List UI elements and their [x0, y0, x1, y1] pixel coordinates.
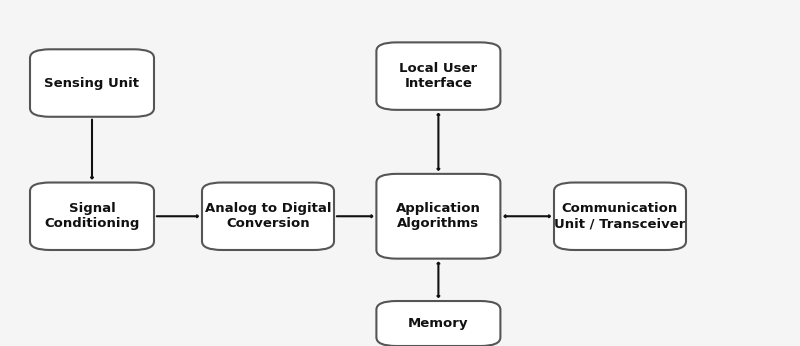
- FancyBboxPatch shape: [554, 183, 686, 250]
- FancyBboxPatch shape: [377, 301, 501, 346]
- Text: Communication
Unit / Transceiver: Communication Unit / Transceiver: [554, 202, 686, 230]
- FancyBboxPatch shape: [30, 49, 154, 117]
- FancyBboxPatch shape: [30, 183, 154, 250]
- Text: Analog to Digital
Conversion: Analog to Digital Conversion: [205, 202, 331, 230]
- FancyBboxPatch shape: [202, 183, 334, 250]
- FancyBboxPatch shape: [377, 174, 501, 259]
- Text: Signal
Conditioning: Signal Conditioning: [44, 202, 140, 230]
- Text: Memory: Memory: [408, 317, 469, 330]
- Text: Local User
Interface: Local User Interface: [399, 62, 478, 90]
- FancyBboxPatch shape: [377, 43, 501, 110]
- Text: Application
Algorithms: Application Algorithms: [396, 202, 481, 230]
- Text: Sensing Unit: Sensing Unit: [45, 76, 139, 90]
